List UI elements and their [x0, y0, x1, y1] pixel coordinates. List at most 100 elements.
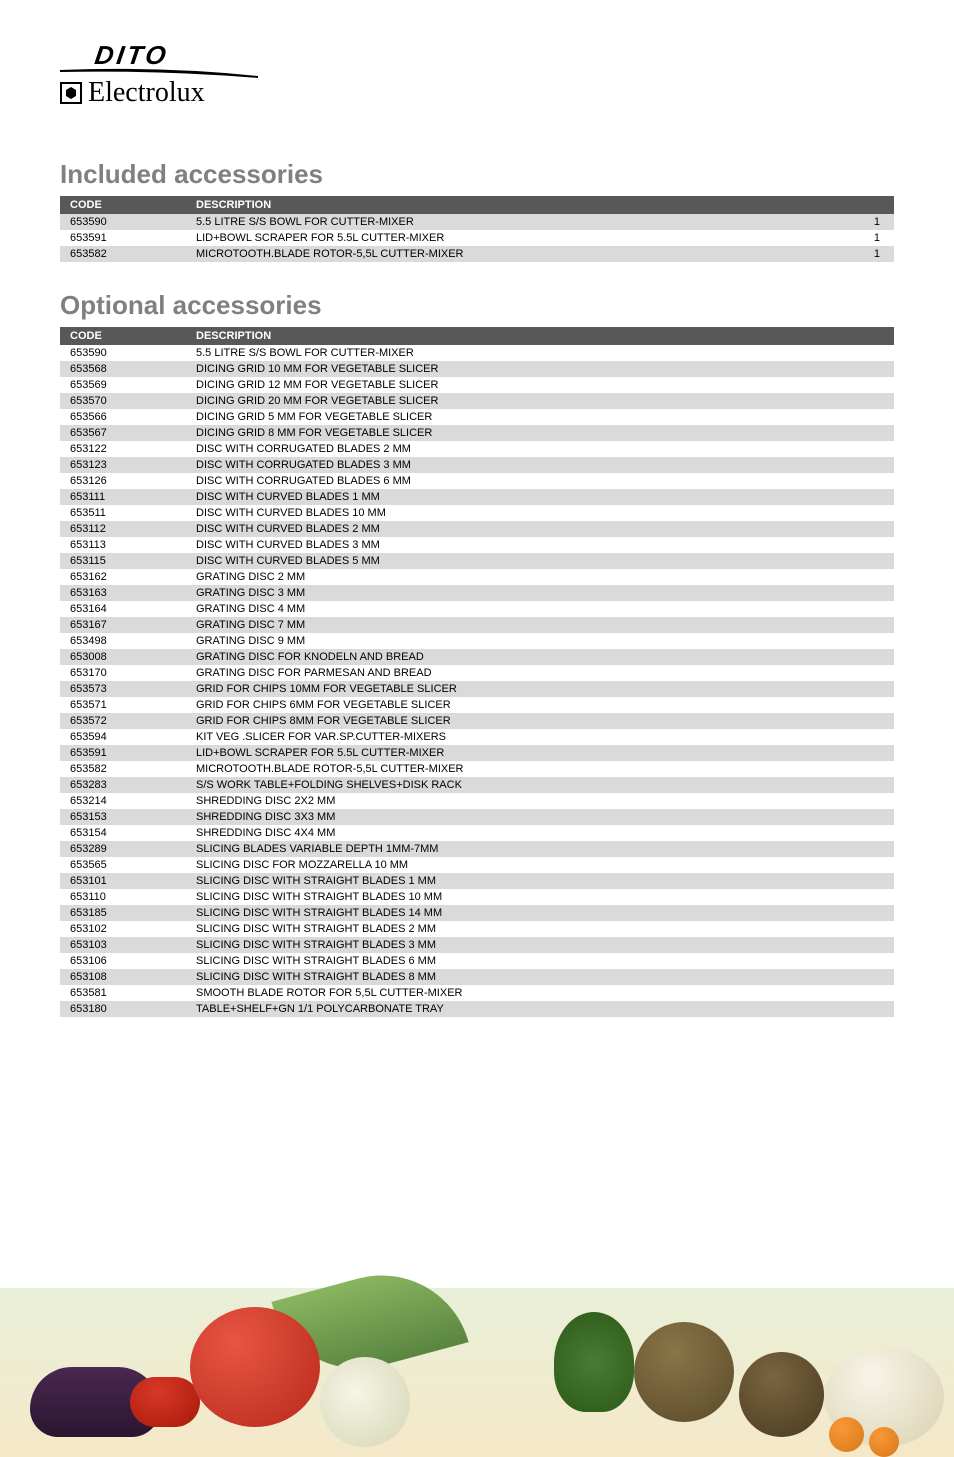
cell-desc: 5.5 LITRE S/S BOWL FOR CUTTER-MIXER — [190, 345, 894, 361]
cell-code: 653167 — [60, 617, 190, 633]
included-section: Included accessories CODE DESCRIPTION 65… — [60, 159, 894, 262]
cell-desc: DICING GRID 20 MM FOR VEGETABLE SLICER — [190, 393, 894, 409]
cell-code: 653180 — [60, 1001, 190, 1017]
table-row: 653167GRATING DISC 7 MM — [60, 617, 894, 633]
logo-area: DITO Electrolux — [60, 40, 894, 109]
table-row: 653571GRID FOR CHIPS 6MM FOR VEGETABLE S… — [60, 697, 894, 713]
cell-code: 653153 — [60, 809, 190, 825]
included-header-qty — [834, 196, 894, 214]
cell-desc: DISC WITH CORRUGATED BLADES 6 MM — [190, 473, 894, 489]
food-banner — [0, 1197, 954, 1457]
table-row: 653594KIT VEG .SLICER FOR VAR.SP.CUTTER-… — [60, 729, 894, 745]
cell-desc: GRATING DISC 2 MM — [190, 569, 894, 585]
cell-desc: MICROTOOTH.BLADE ROTOR-5,5L CUTTER-MIXER — [190, 761, 894, 777]
table-row: 653123DISC WITH CORRUGATED BLADES 3 MM — [60, 457, 894, 473]
cell-desc: GRID FOR CHIPS 10MM FOR VEGETABLE SLICER — [190, 681, 894, 697]
table-row: 653106SLICING DISC WITH STRAIGHT BLADES … — [60, 953, 894, 969]
table-row: 653122DISC WITH CORRUGATED BLADES 2 MM — [60, 441, 894, 457]
table-row: 653108SLICING DISC WITH STRAIGHT BLADES … — [60, 969, 894, 985]
cell-code: 653113 — [60, 537, 190, 553]
cell-code: 653008 — [60, 649, 190, 665]
cell-desc: GRID FOR CHIPS 6MM FOR VEGETABLE SLICER — [190, 697, 894, 713]
table-row: 653511DISC WITH CURVED BLADES 10 MM — [60, 505, 894, 521]
cell-code: 653594 — [60, 729, 190, 745]
cell-desc: SLICING DISC WITH STRAIGHT BLADES 3 MM — [190, 937, 894, 953]
cell-code: 653164 — [60, 601, 190, 617]
cell-desc: GRATING DISC 4 MM — [190, 601, 894, 617]
cell-desc: SLICING DISC WITH STRAIGHT BLADES 2 MM — [190, 921, 894, 937]
orange-1 — [829, 1417, 864, 1452]
table-row: 653591LID+BOWL SCRAPER FOR 5.5L CUTTER-M… — [60, 745, 894, 761]
cell-desc: GRATING DISC 9 MM — [190, 633, 894, 649]
cell-desc: 5.5 LITRE S/S BOWL FOR CUTTER-MIXER — [190, 214, 834, 230]
cell-qty: 1 — [834, 230, 894, 246]
cell-code: 653115 — [60, 553, 190, 569]
cell-code: 653170 — [60, 665, 190, 681]
cell-code: 653569 — [60, 377, 190, 393]
cell-desc: SMOOTH BLADE ROTOR FOR 5,5L CUTTER-MIXER — [190, 985, 894, 1001]
electrolux-text: Electrolux — [88, 77, 205, 109]
optional-title: Optional accessories — [60, 290, 894, 321]
cell-code: 653108 — [60, 969, 190, 985]
cell-code: 653185 — [60, 905, 190, 921]
cell-desc: SLICING DISC WITH STRAIGHT BLADES 8 MM — [190, 969, 894, 985]
table-row: 653569DICING GRID 12 MM FOR VEGETABLE SL… — [60, 377, 894, 393]
cell-code: 653123 — [60, 457, 190, 473]
cell-code: 653591 — [60, 745, 190, 761]
cell-code: 653582 — [60, 761, 190, 777]
tomato — [190, 1307, 320, 1427]
cell-desc: DISC WITH CURVED BLADES 1 MM — [190, 489, 894, 505]
table-row: 653565SLICING DISC FOR MOZZARELLA 10 MM — [60, 857, 894, 873]
orange-2 — [869, 1427, 899, 1457]
table-row: 653582MICROTOOTH.BLADE ROTOR-5,5L CUTTER… — [60, 761, 894, 777]
cell-code: 653511 — [60, 505, 190, 521]
cell-code: 653565 — [60, 857, 190, 873]
cell-code: 653581 — [60, 985, 190, 1001]
optional-header-desc: DESCRIPTION — [190, 327, 894, 345]
cell-code: 653570 — [60, 393, 190, 409]
cell-desc: GRATING DISC 3 MM — [190, 585, 894, 601]
cell-code: 653591 — [60, 230, 190, 246]
table-row: 653566DICING GRID 5 MM FOR VEGETABLE SLI… — [60, 409, 894, 425]
table-row: 653126DISC WITH CORRUGATED BLADES 6 MM — [60, 473, 894, 489]
cell-code: 653110 — [60, 889, 190, 905]
table-row: 653567DICING GRID 8 MM FOR VEGETABLE SLI… — [60, 425, 894, 441]
cell-desc: DISC WITH CURVED BLADES 5 MM — [190, 553, 894, 569]
cell-qty: 1 — [834, 214, 894, 230]
cell-desc: DICING GRID 5 MM FOR VEGETABLE SLICER — [190, 409, 894, 425]
electrolux-logo: Electrolux — [60, 77, 894, 109]
cell-desc: GRATING DISC FOR PARMESAN AND BREAD — [190, 665, 894, 681]
included-header-code: CODE — [60, 196, 190, 214]
cell-desc: DISC WITH CORRUGATED BLADES 2 MM — [190, 441, 894, 457]
table-row: 653568DICING GRID 10 MM FOR VEGETABLE SL… — [60, 361, 894, 377]
cell-desc: LID+BOWL SCRAPER FOR 5.5L CUTTER-MIXER — [190, 230, 834, 246]
cell-code: 653162 — [60, 569, 190, 585]
cell-code: 653289 — [60, 841, 190, 857]
artichoke-1 — [634, 1322, 734, 1422]
cell-code: 653154 — [60, 825, 190, 841]
table-row: 653573GRID FOR CHIPS 10MM FOR VEGETABLE … — [60, 681, 894, 697]
electrolux-icon — [60, 82, 82, 104]
cell-code: 653568 — [60, 361, 190, 377]
cell-desc: SLICING DISC WITH STRAIGHT BLADES 10 MM — [190, 889, 894, 905]
cell-code: 653566 — [60, 409, 190, 425]
cell-desc: MICROTOOTH.BLADE ROTOR-5,5L CUTTER-MIXER — [190, 246, 834, 262]
table-row: 653163GRATING DISC 3 MM — [60, 585, 894, 601]
table-row: 653164GRATING DISC 4 MM — [60, 601, 894, 617]
artichoke-2 — [739, 1352, 824, 1437]
optional-header-code: CODE — [60, 327, 190, 345]
table-row: 653185SLICING DISC WITH STRAIGHT BLADES … — [60, 905, 894, 921]
cell-code: 653283 — [60, 777, 190, 793]
table-row: 653283S/S WORK TABLE+FOLDING SHELVES+DIS… — [60, 777, 894, 793]
cell-code: 653122 — [60, 441, 190, 457]
table-row: 653214SHREDDING DISC 2X2 MM — [60, 793, 894, 809]
cell-code: 653567 — [60, 425, 190, 441]
cell-code: 653582 — [60, 246, 190, 262]
cell-desc: DICING GRID 12 MM FOR VEGETABLE SLICER — [190, 377, 894, 393]
included-title: Included accessories — [60, 159, 894, 190]
cell-code: 653106 — [60, 953, 190, 969]
cell-desc: SHREDDING DISC 4X4 MM — [190, 825, 894, 841]
cell-desc: SHREDDING DISC 2X2 MM — [190, 793, 894, 809]
cell-desc: SHREDDING DISC 3X3 MM — [190, 809, 894, 825]
cell-code: 653572 — [60, 713, 190, 729]
